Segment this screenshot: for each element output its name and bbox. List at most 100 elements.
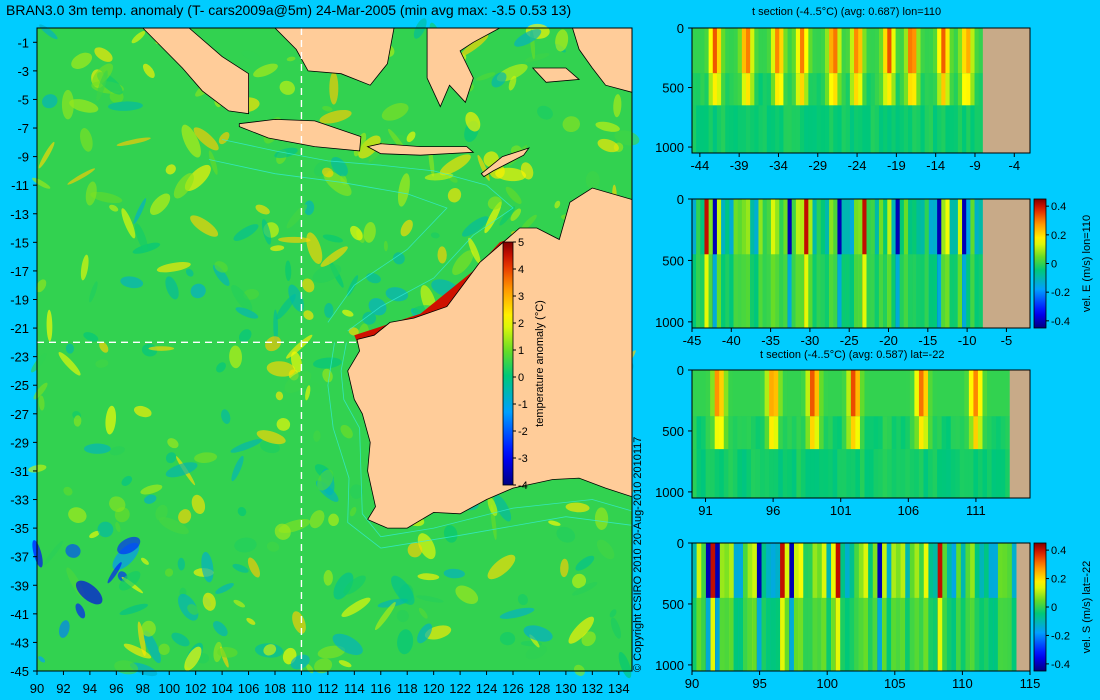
section-x-tick-label: -19	[887, 158, 906, 173]
anomaly-blob	[368, 298, 387, 316]
section-cell	[953, 254, 959, 328]
section-cell	[775, 105, 780, 153]
section-cell	[833, 105, 838, 153]
section-cell	[916, 254, 922, 328]
section-cell	[823, 416, 829, 450]
section-cell	[840, 597, 846, 671]
anomaly-blob	[266, 361, 296, 377]
anomaly-blob	[173, 173, 194, 199]
anomaly-blob	[133, 405, 152, 418]
map-x-tick-label: 126	[502, 681, 524, 696]
map-y-tick-label: -37	[10, 550, 29, 565]
map-colorbar-tick-label: -3	[518, 453, 528, 465]
section-cell	[957, 28, 963, 74]
anomaly-blob	[75, 580, 103, 605]
anomaly-blob	[572, 573, 587, 589]
section-cell	[758, 28, 764, 74]
section-cell	[923, 416, 929, 450]
section-cell	[891, 370, 897, 417]
section-cell	[791, 105, 797, 153]
anomaly-blob	[231, 284, 253, 312]
section-cell	[887, 449, 893, 498]
section-x-tick-label: 115	[1020, 676, 1041, 691]
section-cell	[966, 105, 971, 153]
anomaly-blob	[381, 103, 409, 121]
anomaly-blob	[288, 284, 304, 312]
section-cell	[766, 597, 772, 671]
section-cell	[905, 449, 911, 498]
section-cell	[725, 254, 730, 328]
map-x-tick-label: 108	[264, 681, 286, 696]
section-cell	[855, 370, 861, 417]
section-cell	[858, 73, 863, 106]
section-cell	[973, 416, 979, 450]
section-cell	[957, 73, 963, 106]
section-cell	[783, 73, 789, 106]
section-cell	[723, 416, 729, 450]
section-cell	[950, 416, 956, 450]
section-cell	[837, 449, 843, 498]
section-cell	[712, 105, 718, 153]
map-y-tick-label: -23	[10, 350, 29, 365]
section-cell	[937, 73, 942, 106]
section-colorbar-tick-label: 0	[1051, 259, 1057, 271]
section-cell	[821, 597, 827, 671]
section-cell	[891, 28, 897, 74]
section-cell	[819, 370, 825, 417]
map-y-tick-label: -3	[17, 64, 29, 79]
section-cell	[883, 28, 888, 74]
anomaly-blob	[140, 484, 163, 495]
section-cell	[903, 254, 909, 328]
anomaly-blob	[193, 127, 219, 151]
section-y-tick-label: 0	[677, 363, 684, 378]
section-cell	[762, 105, 768, 153]
section-cell	[819, 416, 825, 450]
section-x-tick-label: 96	[766, 503, 780, 518]
section-cell	[708, 254, 714, 328]
map-y-tick-label: -11	[11, 178, 29, 193]
anomaly-blob	[555, 29, 569, 52]
anomaly-blob	[581, 631, 596, 647]
section-cell	[733, 254, 739, 328]
section-cell	[968, 449, 974, 498]
anomaly-blob	[181, 124, 201, 158]
map-y-tick-label: -5	[17, 92, 29, 107]
section-cell	[708, 28, 714, 74]
section-cell	[970, 597, 976, 671]
section-cell	[700, 28, 705, 74]
anomaly-blob	[495, 167, 527, 182]
anomaly-blob	[92, 63, 113, 86]
section-cell	[859, 449, 865, 498]
map-x-tick-label: 96	[109, 681, 123, 696]
section-cell	[920, 73, 926, 106]
section-cell	[752, 597, 758, 671]
section-cell	[715, 597, 721, 671]
map-y-tick-label: -31	[10, 464, 29, 479]
contour-line	[208, 159, 448, 323]
section-colorbar-tick-label: 0.4	[1051, 545, 1066, 557]
section-cell	[841, 449, 847, 498]
sumatra-land	[37, 27, 250, 115]
anomaly-blob	[80, 254, 89, 281]
anomaly-blob	[167, 438, 179, 449]
anomaly-blob	[32, 540, 43, 568]
anomaly-blob	[302, 278, 315, 293]
section-cell	[900, 449, 906, 498]
section-cell	[812, 73, 818, 106]
section-cell	[962, 28, 967, 74]
section-cell	[970, 105, 976, 153]
section-cell	[887, 254, 892, 328]
section-cell	[816, 73, 822, 106]
map-colorbar-tick-label: 2	[518, 318, 524, 330]
section-cell	[784, 597, 790, 671]
section-x-tick-label: -4	[1008, 158, 1020, 173]
section-cell	[982, 416, 988, 450]
section-cell	[887, 370, 893, 417]
section-cell	[870, 105, 876, 153]
anomaly-blob	[194, 452, 218, 463]
section-cell	[721, 73, 726, 106]
section-cell	[692, 28, 697, 74]
section-cell	[760, 416, 766, 450]
anomaly-blob	[121, 475, 133, 486]
anomaly-blob	[233, 599, 246, 608]
